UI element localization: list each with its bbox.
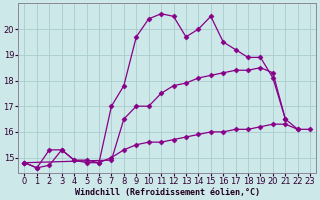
X-axis label: Windchill (Refroidissement éolien,°C): Windchill (Refroidissement éolien,°C) <box>75 188 260 197</box>
